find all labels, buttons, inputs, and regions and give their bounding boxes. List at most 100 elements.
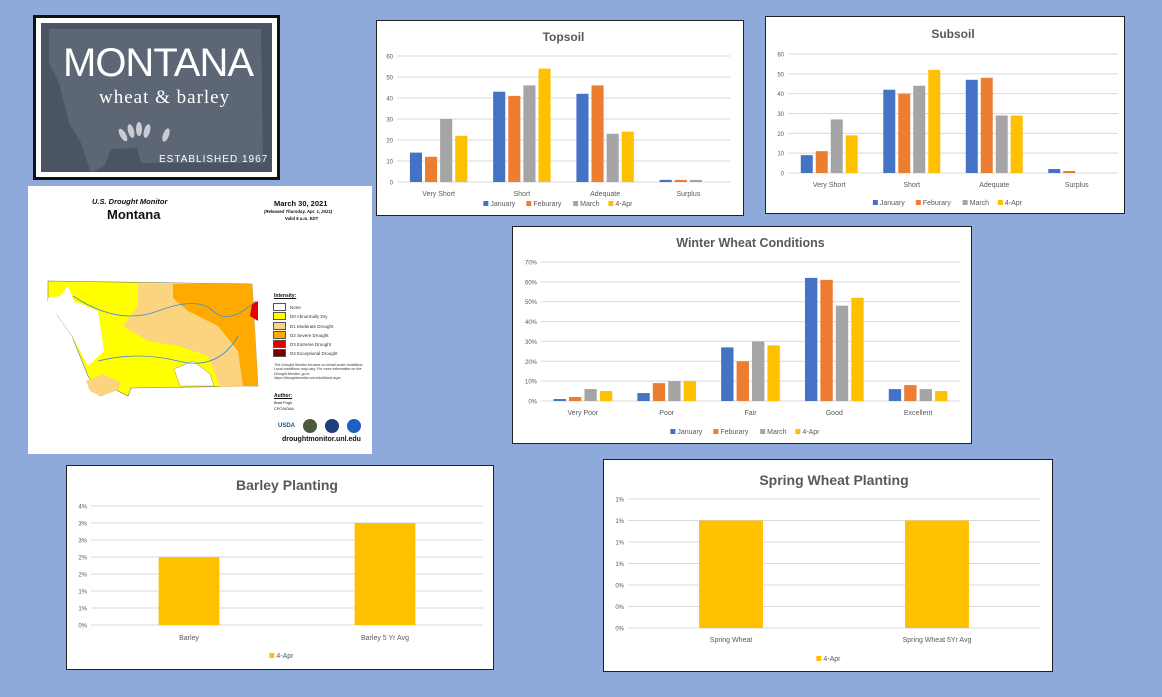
x-category-label: Good bbox=[826, 410, 843, 417]
bar-march-short bbox=[913, 85, 926, 173]
logo-subtitle: wheat & barley bbox=[99, 87, 231, 108]
x-category-label: Excellent bbox=[904, 410, 932, 417]
legend-swatch bbox=[273, 349, 286, 357]
doc-seal-logo bbox=[325, 419, 339, 433]
topsoil-chart: Topsoil 0 10 20 30 40 50 60 Very Short Short Adequ… bbox=[376, 20, 744, 216]
legend-label: D2 Severe Drought bbox=[290, 332, 329, 338]
bar-4-apr-barley-5-yr-avg bbox=[354, 523, 416, 625]
drought-released: (Released Thursday, Apr. 1, 2021) bbox=[264, 209, 333, 214]
chart-svg: Topsoil 0 10 20 30 40 50 60 Very Short Short Adequ… bbox=[386, 30, 730, 208]
bar-march-very-short bbox=[440, 119, 453, 182]
chart-title: Spring Wheat Planting bbox=[759, 472, 908, 488]
drought-date: March 30, 2021 bbox=[274, 199, 328, 208]
y-tick-label: 40 bbox=[386, 97, 393, 103]
y-tick-label: 1% bbox=[78, 590, 87, 596]
bar-march-very-poor bbox=[584, 389, 597, 401]
y-tick-label: 3% bbox=[78, 539, 87, 545]
chart-svg: Spring Wheat Planting 0% 0% 0% 1% 1% 1% 1% Sprin… bbox=[615, 472, 1040, 663]
legend-swatch bbox=[872, 200, 878, 205]
bar-march-adequate bbox=[995, 115, 1008, 173]
bar-4-apr-very-poor bbox=[599, 391, 613, 401]
x-category-label: Barley bbox=[179, 635, 199, 642]
x-category-label: Surplus bbox=[677, 191, 701, 198]
legend-label: 4-Apr bbox=[823, 656, 841, 663]
montana-drought-map bbox=[47, 280, 259, 397]
ndmc-logo bbox=[303, 419, 317, 433]
legend-label: March bbox=[767, 429, 787, 436]
y-tick-label: 1% bbox=[615, 562, 624, 568]
legend-label: March bbox=[970, 200, 990, 207]
noaa-logo bbox=[347, 419, 361, 433]
bar-feburary-good bbox=[820, 279, 833, 401]
chart-svg: Barley Planting 0% 1% 1% 2% 2% 3% 3% 4% Barley Bar… bbox=[78, 477, 483, 660]
legend-item-d0: D0 Abnormally Dry bbox=[273, 312, 328, 320]
bar-feburary-poor bbox=[652, 383, 666, 401]
bar-4-apr-adequate bbox=[621, 131, 634, 182]
bar-feburary-surplus bbox=[674, 179, 687, 182]
x-category-label: Barley 5 Yr Avg bbox=[361, 635, 409, 642]
legend-swatch bbox=[608, 201, 614, 206]
y-tick-label: 30% bbox=[525, 340, 538, 346]
y-tick-label: 0 bbox=[781, 172, 785, 178]
legend-swatch bbox=[273, 331, 286, 339]
bar-january-short bbox=[883, 89, 896, 173]
bar-january-surplus bbox=[1048, 169, 1061, 173]
y-tick-label: 10 bbox=[777, 152, 784, 158]
legend-swatch bbox=[573, 201, 579, 206]
y-tick-label: 2% bbox=[78, 573, 87, 579]
legend-swatch bbox=[760, 429, 766, 434]
chart-title: Barley Planting bbox=[236, 477, 338, 493]
x-category-label: Poor bbox=[659, 410, 674, 417]
x-category-label: Fair bbox=[744, 410, 757, 417]
bar-feburary-fair bbox=[736, 361, 749, 401]
y-tick-label: 3% bbox=[78, 522, 87, 528]
legend-label: D3 Extreme Drought bbox=[290, 341, 332, 347]
bar-march-very-short bbox=[830, 119, 843, 173]
legend-label: 4-Apr bbox=[1005, 200, 1023, 207]
y-tick-label: 60 bbox=[777, 53, 784, 59]
bar-4-apr-very-short bbox=[845, 135, 858, 173]
bar-4-apr-very-short bbox=[455, 135, 468, 182]
bar-feburary-adequate bbox=[980, 77, 993, 173]
author-label: Author: bbox=[274, 393, 293, 399]
bar-feburary-short bbox=[898, 93, 911, 173]
drought-monitor-title: U.S. Drought Monitor bbox=[92, 197, 168, 206]
legend-label: January bbox=[880, 200, 905, 207]
bar-feburary-excellent bbox=[904, 385, 917, 401]
bar-4-apr-excellent bbox=[935, 391, 948, 401]
y-tick-label: 50% bbox=[525, 300, 538, 306]
chart-svg: Winter Wheat Conditions 0% 10% 20% 30% 40% 50%… bbox=[525, 236, 960, 436]
legend-swatch bbox=[997, 200, 1003, 205]
legend-swatch bbox=[670, 429, 676, 434]
x-category-label: Spring Wheat 5Yr Avg bbox=[903, 637, 972, 644]
legend-swatch bbox=[483, 201, 489, 206]
x-category-label: Very Short bbox=[813, 182, 846, 189]
drought-valid: Valid 8 a.m. EDT bbox=[285, 216, 319, 221]
usda-logo: USDA bbox=[278, 423, 296, 429]
legend-label: None bbox=[290, 304, 301, 310]
bar-4-apr-short bbox=[928, 69, 941, 173]
legend-swatch bbox=[273, 340, 286, 348]
y-tick-label: 0% bbox=[528, 400, 537, 406]
legend-label: 4-Apr bbox=[276, 653, 294, 660]
y-tick-label: 4% bbox=[78, 505, 87, 511]
agency-logos: USDA bbox=[278, 419, 361, 433]
montana-wheat-barley-logo: MONTANA wheat & barley ESTABLISHED 1967 bbox=[33, 15, 280, 180]
y-tick-label: 70% bbox=[525, 261, 538, 267]
legend-swatch bbox=[816, 656, 822, 661]
bar-feburary-very-poor bbox=[569, 397, 582, 401]
bar-feburary-surplus bbox=[1063, 171, 1076, 173]
legend-label: Feburary bbox=[533, 201, 562, 208]
bar-feburary-short bbox=[508, 95, 521, 182]
legend-swatch bbox=[526, 201, 532, 206]
y-tick-label: 60% bbox=[525, 280, 538, 286]
legend-item-d4: D4 Exceptional Drought bbox=[273, 349, 338, 357]
bar-4-apr-fair bbox=[767, 345, 780, 401]
legend-label: March bbox=[580, 201, 600, 208]
bar-march-surplus bbox=[689, 179, 702, 182]
drought-monitor-map: U.S. Drought Monitor Montana March 30, 2… bbox=[28, 186, 372, 454]
legend-swatch bbox=[915, 200, 921, 205]
y-tick-label: 50 bbox=[777, 72, 784, 78]
legend-label: January bbox=[677, 429, 702, 436]
